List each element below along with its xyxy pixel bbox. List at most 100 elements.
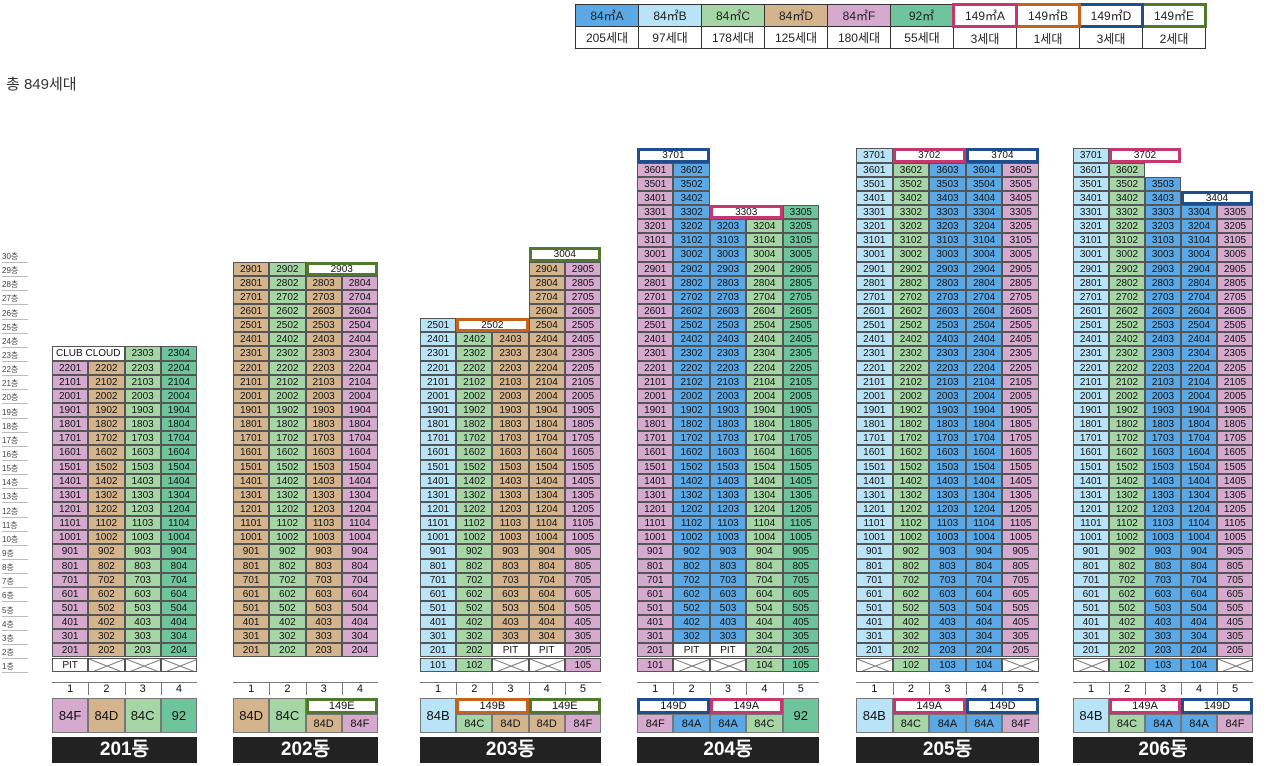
unit-cell: 3504 xyxy=(965,176,1003,191)
unit-cell: 803 xyxy=(305,558,342,573)
unit-cell: 1902 xyxy=(88,402,125,418)
unit-cell: 1705 xyxy=(782,431,819,446)
unit-cell: 2703 xyxy=(709,289,747,304)
unit-cell: 1403 xyxy=(124,473,161,488)
floor-label: 12층 xyxy=(2,505,28,518)
unit-cell: 2203 xyxy=(124,360,161,375)
floor-label: 18층 xyxy=(2,420,28,433)
unit-cell: 3103 xyxy=(929,233,966,248)
unit-cell: 2902 xyxy=(269,261,306,276)
unit-cell: 602 xyxy=(673,586,710,601)
unit-cell: 3001 xyxy=(637,247,674,262)
building-name: 205동 xyxy=(856,737,1039,763)
legend-type-149A: 149㎡A xyxy=(952,3,1018,28)
unit-cell: 2301 xyxy=(233,346,270,361)
unit-cell: 2105 xyxy=(564,374,601,389)
unit-cell: 1202 xyxy=(673,501,710,517)
pit-cell xyxy=(1073,657,1109,672)
unit-cell: 903 xyxy=(709,544,747,559)
unit-cell: 1705 xyxy=(1217,431,1253,446)
unit-cell: 605 xyxy=(564,586,601,601)
unit-cell: 1401 xyxy=(637,473,674,488)
unit-cell: 201 xyxy=(1073,643,1109,658)
unit-cell: 2202 xyxy=(673,360,710,375)
floor-label: 10층 xyxy=(2,533,28,546)
unit-cell: 2305 xyxy=(1002,346,1039,361)
unit-cell: 1304 xyxy=(965,487,1003,502)
unit-cell: 1704 xyxy=(1181,431,1217,446)
unit-cell: 702 xyxy=(892,572,930,587)
line-number: 4 xyxy=(746,683,784,695)
line-divider xyxy=(1073,682,1253,683)
total-households: 총 849세대 xyxy=(6,76,77,93)
special-unit-cell: 2903 xyxy=(305,261,378,276)
unit-cell: 304 xyxy=(746,629,783,644)
unit-cell: 1902 xyxy=(673,402,710,418)
unit-cell: 1905 xyxy=(1002,402,1039,418)
unit-cell: 802 xyxy=(1109,558,1145,573)
unit-cell: 1204 xyxy=(746,501,783,517)
unit-cell: 305 xyxy=(564,629,601,644)
unit-cell: 1804 xyxy=(965,417,1003,432)
line-number: 5 xyxy=(579,683,586,695)
unit-cell: 2403 xyxy=(929,332,966,347)
unit-cell: 903 xyxy=(305,544,342,559)
unit-cell: 803 xyxy=(124,558,161,573)
legend-count-84C: 178세대 xyxy=(701,26,765,49)
legend-type-84C: 84㎡C xyxy=(701,4,765,27)
unit-cell: 2602 xyxy=(1109,304,1145,319)
pit-cell xyxy=(673,657,710,672)
legend-type-92: 92㎡ xyxy=(890,4,954,27)
line-number: 4 xyxy=(529,683,566,695)
type-label: 84B xyxy=(856,698,893,733)
unit-cell: 3001 xyxy=(856,247,893,262)
floor-label: 21층 xyxy=(2,377,28,391)
unit-cell: 405 xyxy=(564,615,601,630)
unit-cell: 905 xyxy=(1002,544,1039,559)
unit-cell: 1603 xyxy=(305,445,342,460)
unit-cell: 3003 xyxy=(929,247,966,262)
line-number: 4 xyxy=(966,683,1004,695)
unit-cell: 2403 xyxy=(492,332,529,347)
unit-cell: 602 xyxy=(892,586,930,601)
unit-cell: 1804 xyxy=(1181,417,1217,432)
type-label-outline: 149D xyxy=(637,698,710,714)
unit-cell: 503 xyxy=(492,600,529,616)
floor-label: 28층 xyxy=(2,278,28,292)
line-number: 4 xyxy=(175,683,182,695)
type-label-sub: 84A xyxy=(929,714,966,733)
unit-cell: 1202 xyxy=(1109,501,1145,517)
unit-cell: 1901 xyxy=(637,402,674,418)
unit-cell: 2504 xyxy=(341,318,378,333)
unit-cell: 1001 xyxy=(637,530,674,545)
unit-cell: 1102 xyxy=(269,516,306,531)
type-label: 92 xyxy=(782,698,819,733)
unit-cell: 505 xyxy=(1217,600,1253,616)
unit-cell: 602 xyxy=(88,586,125,601)
unit-cell: 2005 xyxy=(1002,388,1039,403)
unit-cell: 3401 xyxy=(856,190,893,205)
unit-cell: 503 xyxy=(709,600,747,616)
floor-label: 4층 xyxy=(2,618,28,631)
unit-cell: 1902 xyxy=(892,402,930,418)
unit-cell: 2603 xyxy=(709,304,747,319)
unit-cell: 1801 xyxy=(420,417,457,432)
unit-cell: 801 xyxy=(233,558,270,573)
unit-cell: 2203 xyxy=(305,360,342,375)
floor-label: 14층 xyxy=(2,476,28,490)
unit-cell: 304 xyxy=(341,629,378,644)
legend-count-92: 55세대 xyxy=(890,26,954,49)
unit-cell: 801 xyxy=(637,558,674,573)
unit-cell: 3003 xyxy=(709,247,747,262)
unit-cell: 1401 xyxy=(856,473,893,488)
unit-cell: 905 xyxy=(564,544,601,559)
unit-cell: 505 xyxy=(564,600,601,616)
unit-cell: 2601 xyxy=(233,304,270,319)
special-unit-cell: 2502 xyxy=(456,318,529,333)
unit-cell: 205 xyxy=(1002,643,1039,658)
unit-cell: 2104 xyxy=(528,374,565,389)
unit-cell: 1505 xyxy=(782,459,819,474)
unit-cell: 904 xyxy=(160,544,197,559)
unit-cell: 1602 xyxy=(269,445,306,460)
unit-cell: 2903 xyxy=(709,261,747,276)
